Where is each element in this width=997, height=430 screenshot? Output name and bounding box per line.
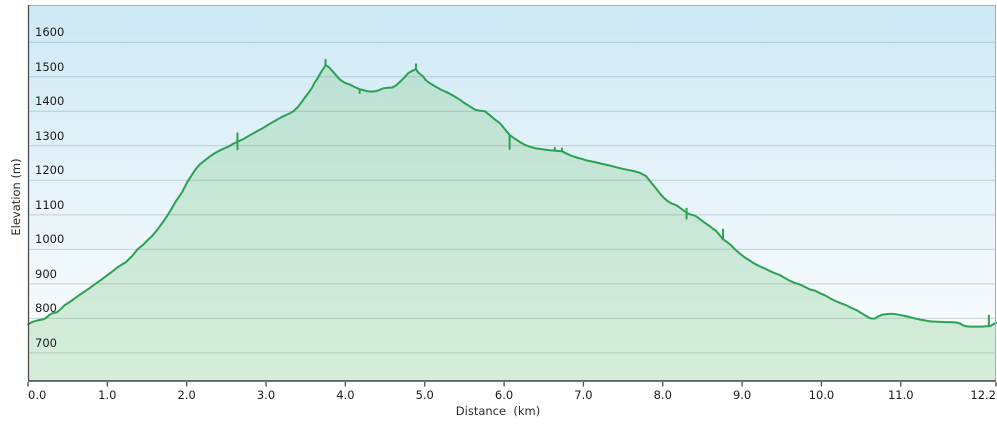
y-axis-tick-label: 1100 [35,197,65,212]
plot-background [28,5,996,382]
y-axis-tick-label: 900 [35,266,57,281]
x-axis-tick-label: 10.0 [808,387,835,402]
y-axis-tick-label: 1400 [35,94,65,109]
y-axis-tick-label: 1200 [35,163,65,178]
elevation-line [27,58,997,328]
x-axis-tick-label: 7.0 [574,387,593,402]
x-axis-tick-label: 11.0 [887,387,914,402]
elevation-area-fill [28,59,996,382]
y-axis-tick-label: 1000 [35,232,65,247]
y-axis-tick-label: 800 [35,301,57,316]
x-axis-tick-label: 3.0 [256,387,276,402]
x-axis-title: Distance (km) [455,404,541,418]
y-axis-tick-label: 1600 [35,25,65,40]
x-axis-tick-label: 2.0 [177,387,196,402]
x-axis-tick-label: 8.0 [653,387,672,402]
x-axis-tick-label: 0.0 [28,387,47,402]
x-axis-tick-label: 5.0 [415,387,434,402]
y-axis-title: Elevation (m) [9,158,23,236]
x-axis-tick-label: 1.0 [98,387,117,402]
x-axis-tick-label: 6.0 [494,387,514,402]
x-axis-tick-label: 4.0 [336,387,355,402]
x-axis-tick-label: 12.2 [970,387,996,402]
y-axis-tick-label: 1300 [35,128,65,143]
y-axis-tick-label: 1500 [35,59,65,74]
x-axis-tick-label: 9.0 [732,387,752,402]
y-axis-tick-label: 700 [35,335,57,350]
